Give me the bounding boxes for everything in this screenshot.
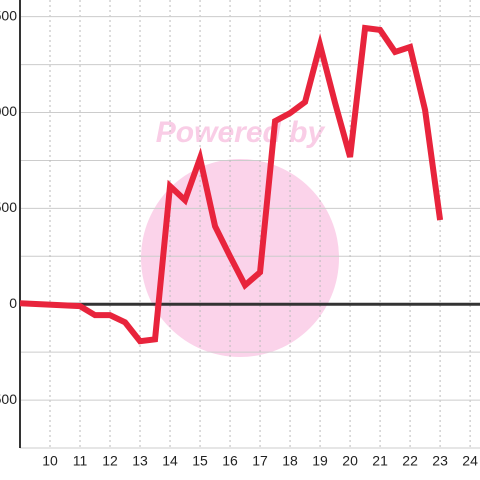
y-tick-label: 0 — [9, 295, 17, 311]
x-tick-label: 17 — [252, 453, 268, 469]
x-tick-label: 14 — [162, 453, 178, 469]
x-tick-label: 13 — [132, 453, 148, 469]
y-tick-label: -500 — [0, 391, 17, 407]
x-tick-label: 16 — [222, 453, 238, 469]
x-tick-label: 23 — [432, 453, 448, 469]
y-tick-label: 1,500 — [0, 7, 17, 23]
x-tick-label: 24 — [462, 453, 478, 469]
x-tick-label: 18 — [282, 453, 298, 469]
x-tick-label: 21 — [372, 453, 388, 469]
x-tick-label: 11 — [73, 453, 88, 469]
watermark-text: Powered by — [156, 116, 326, 149]
data-line — [19, 24, 444, 345]
x-tick-label: 22 — [402, 453, 418, 469]
x-tick-label: 15 — [192, 453, 208, 469]
x-tick-label: 12 — [102, 453, 118, 469]
y-tick-label: 1,000 — [0, 103, 17, 119]
x-tick-label: 20 — [342, 453, 358, 469]
x-tick-label: 10 — [42, 453, 58, 469]
x-tick-label: 19 — [312, 453, 328, 469]
y-tick-label: 500 — [0, 199, 17, 215]
